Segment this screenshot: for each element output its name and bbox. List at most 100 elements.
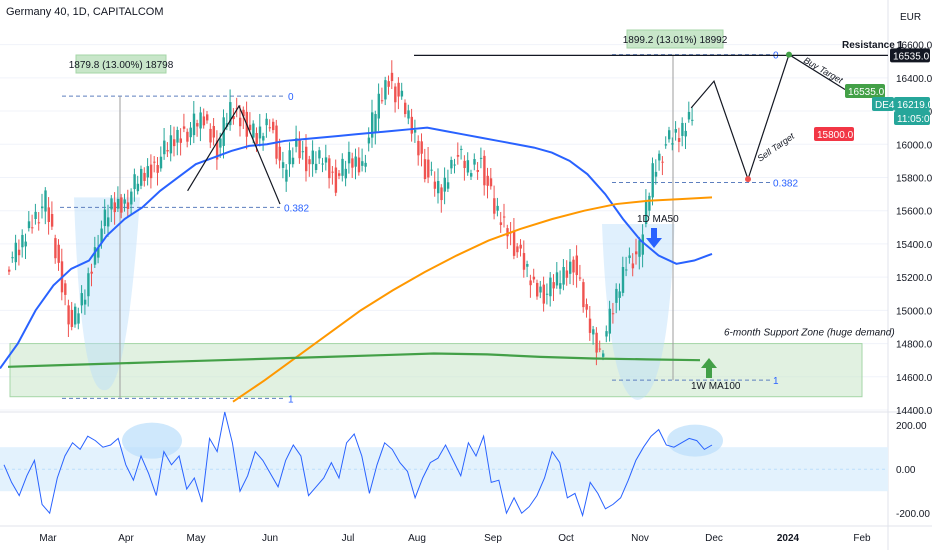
candle-body	[506, 228, 509, 237]
candle-body	[314, 163, 318, 171]
countdown-tag	[894, 111, 930, 125]
time-tick-label: Mar	[39, 533, 57, 544]
candle-body	[239, 117, 242, 127]
buy-target-tag-text: 16535.0	[848, 87, 885, 98]
candle-body	[130, 191, 133, 205]
measure-box-right	[626, 29, 724, 49]
candle-body	[354, 156, 357, 167]
candle-body	[496, 205, 499, 211]
candle-body	[50, 214, 54, 227]
time-tick-label: Apr	[118, 533, 134, 544]
candle-body	[536, 282, 539, 297]
candle-body	[169, 135, 173, 154]
price-tick-label: 15200.0	[896, 273, 932, 284]
candle-body	[57, 244, 60, 263]
candle-body	[671, 143, 674, 145]
candle-body	[199, 112, 202, 129]
last-price-tag-text: 16219.0	[897, 100, 932, 111]
candle-body	[522, 253, 526, 270]
past-pattern-path	[187, 104, 281, 205]
candle-body	[585, 304, 588, 310]
ma50-annotation: 1D MA50	[637, 214, 679, 225]
candle-body	[311, 150, 314, 165]
currency-label: EUR	[900, 12, 921, 23]
oscillator-tick-label: 200.00	[896, 421, 927, 432]
fib-0382-right-label: 0.382	[773, 178, 798, 189]
candle-body	[618, 291, 621, 298]
candle-body	[262, 136, 265, 141]
candle-body	[278, 146, 281, 161]
candle-body	[483, 155, 486, 186]
candle-body	[598, 348, 602, 350]
candle-body	[664, 144, 668, 146]
candle-body	[460, 148, 463, 150]
candle-body	[351, 158, 354, 168]
ma50-arrow	[646, 228, 662, 248]
candle-body	[605, 331, 608, 337]
buy-target-tag	[845, 84, 885, 98]
candle-body	[159, 156, 163, 169]
candle-body	[413, 129, 417, 133]
candle-body	[489, 178, 493, 187]
ma100-arrow	[701, 358, 717, 378]
candle-body	[54, 238, 57, 259]
candle-body	[189, 127, 192, 138]
price-tick-label: 15400.0	[896, 240, 932, 251]
candle-body	[394, 86, 397, 103]
candle-body	[77, 313, 80, 324]
candle-body	[285, 169, 288, 182]
candle-body	[357, 157, 361, 173]
candle-body	[562, 266, 565, 285]
candle-body	[559, 283, 562, 289]
candle-body	[493, 198, 496, 214]
resistance-label: Resistance 1	[842, 40, 904, 51]
candle-body	[64, 283, 67, 295]
time-tick-label: Oct	[558, 533, 574, 544]
candle-body	[74, 306, 77, 325]
candle-body	[232, 116, 235, 120]
candle-body	[545, 293, 549, 295]
candle-body	[126, 202, 130, 209]
candle-body	[123, 199, 126, 204]
candle-body	[555, 272, 559, 286]
candle-body	[248, 124, 252, 131]
candle-body	[209, 128, 212, 143]
candle-body	[176, 129, 179, 143]
candle-body	[93, 247, 97, 265]
candle-body	[100, 228, 103, 244]
time-tick-label: Jun	[262, 533, 278, 544]
candle-body	[328, 158, 331, 179]
candle-body	[133, 174, 136, 190]
candle-body	[443, 177, 446, 192]
fib-0382-left-label: 0.382	[284, 203, 309, 214]
candle-body	[427, 159, 430, 178]
candle-body	[446, 182, 450, 189]
candle-body	[519, 244, 522, 249]
candle-body	[67, 305, 70, 325]
time-tick-label: Sep	[484, 533, 502, 544]
resistance-price-tag-text: 16535.0	[893, 51, 930, 62]
candle-body	[192, 113, 196, 136]
candle-body	[202, 116, 206, 126]
candle-body	[608, 308, 611, 334]
symbol-tag	[872, 97, 894, 111]
candle-body	[70, 309, 74, 327]
candle-body	[364, 162, 367, 167]
candle-body	[344, 168, 347, 179]
sell-target-dot	[745, 176, 751, 183]
candle-body	[258, 126, 262, 139]
candle-body	[156, 165, 159, 173]
price-tick-label: 15000.0	[896, 306, 932, 317]
candle-body	[387, 81, 390, 87]
time-tick-label: Aug	[408, 533, 426, 544]
candle-body	[621, 266, 625, 293]
candle-body	[453, 164, 456, 166]
candle-body	[196, 123, 199, 127]
buy-target-dot	[786, 51, 792, 58]
measure-box-left-label: 1879.8 (13.00%) 18798	[69, 60, 174, 71]
ma100-annotation: 1W MA100	[691, 381, 741, 392]
candle-body	[255, 133, 258, 144]
candle-body	[615, 288, 618, 303]
candle-body	[80, 293, 83, 306]
